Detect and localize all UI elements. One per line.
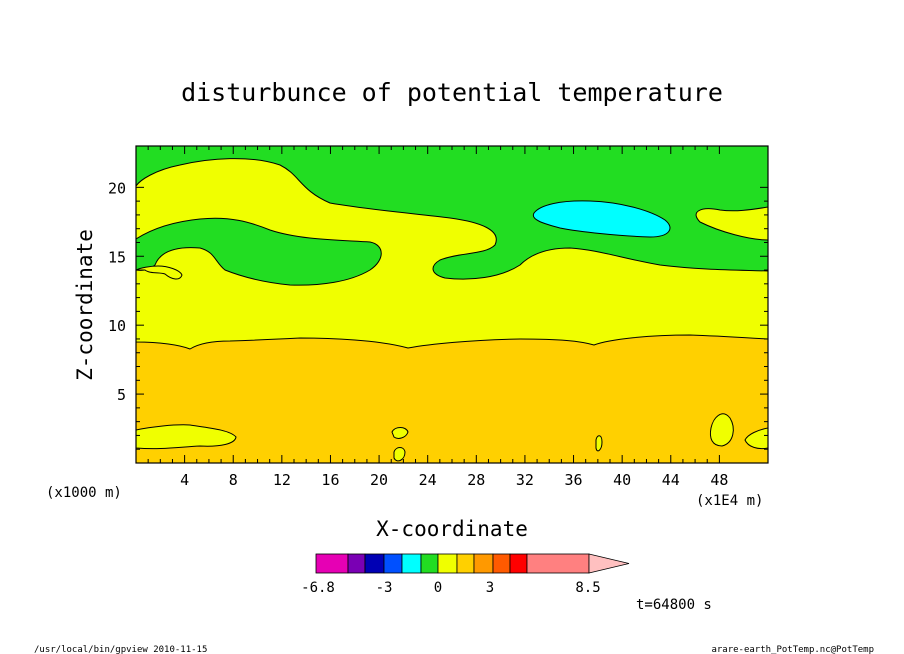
time-label: t=64800 s	[636, 597, 712, 613]
colorbar-label: 3	[486, 580, 494, 596]
fill-green-mid	[136, 217, 382, 286]
colorbar-arrow	[588, 553, 630, 574]
y-tick-label: 15	[108, 248, 126, 266]
fill-yellow-pocket-a	[391, 427, 409, 439]
fill-yellow-pocket-c	[595, 435, 603, 452]
x-tick-label: 40	[613, 471, 631, 489]
colorbar-segment	[401, 553, 422, 574]
fill-cyan-pocket	[532, 200, 671, 238]
colorbar-label: -6.8	[301, 580, 335, 596]
colorbar-segment	[383, 553, 403, 574]
x-axis-label: X-coordinate	[376, 517, 528, 541]
x-tick-label: 36	[565, 471, 583, 489]
x-tick-label: 12	[273, 471, 291, 489]
y-axis-label: Z-coordinate	[73, 229, 97, 381]
colorbar-segment	[364, 553, 385, 574]
colorbar-segment	[509, 553, 528, 574]
colorbar-segment	[437, 553, 458, 574]
x-tick-label: 24	[419, 471, 437, 489]
colorbar-labels: -6.8 -3 0 3 8.5	[301, 580, 601, 596]
y-axis-ticks: 5 10 15 20	[108, 179, 768, 450]
x-tick-label: 20	[370, 471, 388, 489]
colorbar-segment	[473, 553, 494, 574]
fill-yellow-pocket-bottom-left	[136, 424, 237, 450]
x-unit-label: (x1E4 m)	[696, 493, 763, 509]
x-tick-label: 8	[229, 471, 238, 489]
x-tick-label: 4	[180, 471, 189, 489]
footer-left: /usr/local/bin/gpview 2010-11-15	[34, 645, 207, 654]
colorbar-segment	[526, 553, 590, 574]
y-tick-label: 20	[108, 179, 126, 197]
x-tick-label: 16	[321, 471, 339, 489]
colorbar-label: 0	[434, 580, 442, 596]
colorbar-segment	[492, 553, 511, 574]
x-tick-label: 48	[710, 471, 728, 489]
x-axis-ticks: 4 8 12 16 20 24 28 32 36 40 44 48	[147, 146, 728, 489]
fill-green-upper	[136, 146, 768, 280]
colorbar-label: -3	[376, 580, 393, 596]
contour-fills	[136, 146, 768, 463]
fill-yellow-pocket-left	[136, 265, 183, 280]
chart-title: disturbunce of potential temperature	[181, 78, 723, 107]
y-tick-label: 10	[108, 317, 126, 335]
fill-yellow-pocket-d	[709, 413, 734, 447]
colorbar-segment	[347, 553, 366, 574]
y-tick-label: 5	[117, 386, 126, 404]
colorbar-segment	[456, 553, 475, 574]
colorbar-segment	[315, 553, 349, 574]
colorbar-segment	[420, 553, 439, 574]
x-tick-label: 28	[467, 471, 485, 489]
footer-right: arare-earth_PotTemp.nc@PotTemp	[711, 645, 874, 654]
fill-yellow-pocket-right	[744, 427, 768, 450]
fill-yellow-pocket-b	[393, 447, 406, 462]
colorbar-label: 8.5	[575, 580, 600, 596]
y-unit-label: (x1000 m)	[46, 485, 122, 501]
colorbar	[315, 553, 630, 574]
x-tick-label: 32	[516, 471, 534, 489]
x-tick-label: 44	[662, 471, 680, 489]
